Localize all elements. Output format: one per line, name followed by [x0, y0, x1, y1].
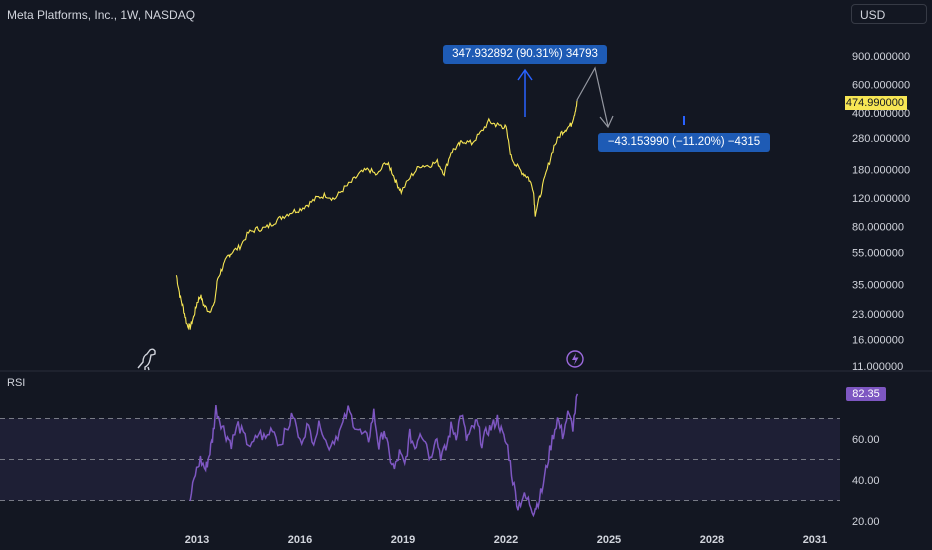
projection-arrowhead	[599, 115, 614, 129]
price-tick-label-8: 35.000000	[852, 280, 904, 292]
currency-button[interactable]: USD	[851, 4, 927, 24]
price-tick-label-7: 55.000000	[852, 248, 904, 260]
measure-up-label[interactable]: 347.932892 (90.31%) 34793	[443, 45, 607, 64]
time-tick-label-2: 2019	[391, 534, 415, 546]
price-tick-label-9: 23.000000	[852, 309, 904, 321]
rsi-pane-label[interactable]: RSI	[7, 377, 26, 389]
price-line[interactable]	[175, 100, 578, 331]
measure-annotations	[517, 66, 685, 129]
price-tick-label-1: 600.000000	[852, 80, 910, 92]
price-tick-label-5: 120.000000	[852, 193, 910, 205]
rsi-series	[189, 393, 579, 518]
time-tick-label-5: 2028	[700, 534, 724, 546]
rsi-axis: 60.00 40.00 20.00	[852, 434, 880, 528]
time-tick-label-0: 2013	[185, 534, 209, 546]
price-axis: 900.000000 600.000000 400.000000 280.000000…	[852, 51, 910, 373]
symbol-title[interactable]: Meta Platforms, Inc., 1W, NASDAQ	[7, 8, 196, 22]
rsi-line[interactable]	[189, 393, 579, 518]
measure-up-arrowhead	[517, 68, 533, 81]
price-tick-label-6: 80.000000	[852, 221, 904, 233]
chart-icons	[137, 348, 584, 371]
price-tick-label-4: 180.000000	[852, 164, 910, 176]
price-tick-label-10: 16.000000	[852, 335, 904, 347]
price-tick-label-3: 280.000000	[852, 133, 910, 145]
price-tick-label-11: 11.000000	[852, 361, 903, 373]
time-tick-label-6: 2031	[803, 534, 827, 546]
rsi-tick-label-2: 20.00	[852, 516, 880, 528]
price-series	[175, 100, 578, 331]
lightning-icon[interactable]	[566, 350, 584, 368]
last-rsi-tag: 82.35	[846, 387, 886, 401]
price-tick-label-2: 400.000000	[852, 108, 910, 120]
time-tick-label-1: 2016	[288, 534, 312, 546]
time-tick-label-4: 2025	[597, 534, 621, 546]
time-tick-label-3: 2022	[494, 534, 518, 546]
rsi-tick-label-1: 40.00	[852, 475, 880, 487]
projection-path[interactable]	[576, 66, 609, 127]
rsi-band	[0, 418, 840, 501]
measure-down-label[interactable]: −43.153990 (−11.20%) −4315	[598, 133, 770, 152]
time-axis: 2013 2016 2019 2022 2025 2028 2031	[185, 534, 827, 546]
price-tick-label-0: 900.000000	[852, 51, 910, 63]
rsi-tick-label-0: 60.00	[852, 434, 880, 446]
dino-icon[interactable]	[137, 348, 156, 371]
last-price-tag: 474.990000	[845, 96, 907, 110]
